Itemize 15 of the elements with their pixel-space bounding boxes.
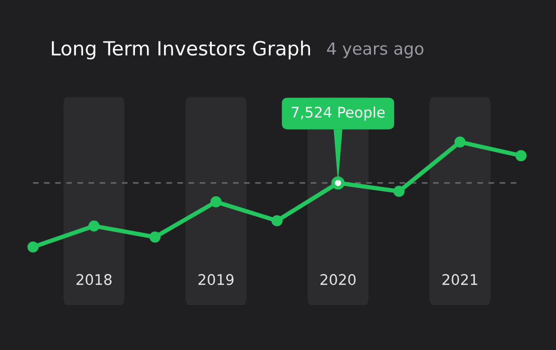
chart-title: Long Term Investors Graph <box>52 40 310 60</box>
annotation: 7,524 People <box>292 106 385 121</box>
point <box>210 196 222 208</box>
point <box>393 186 405 197</box>
point <box>515 150 527 162</box>
x-tick-label: 2020 <box>320 274 356 286</box>
point <box>271 215 283 226</box>
point <box>149 231 161 243</box>
x-tick-label: 2019 <box>198 274 234 286</box>
point <box>27 241 39 253</box>
point <box>88 220 100 232</box>
x-tick-label: 2018 <box>76 274 112 286</box>
x-tick-label: 2021 <box>442 274 478 286</box>
chart-subtitle: 4 years ago <box>327 42 424 58</box>
point <box>454 136 466 148</box>
